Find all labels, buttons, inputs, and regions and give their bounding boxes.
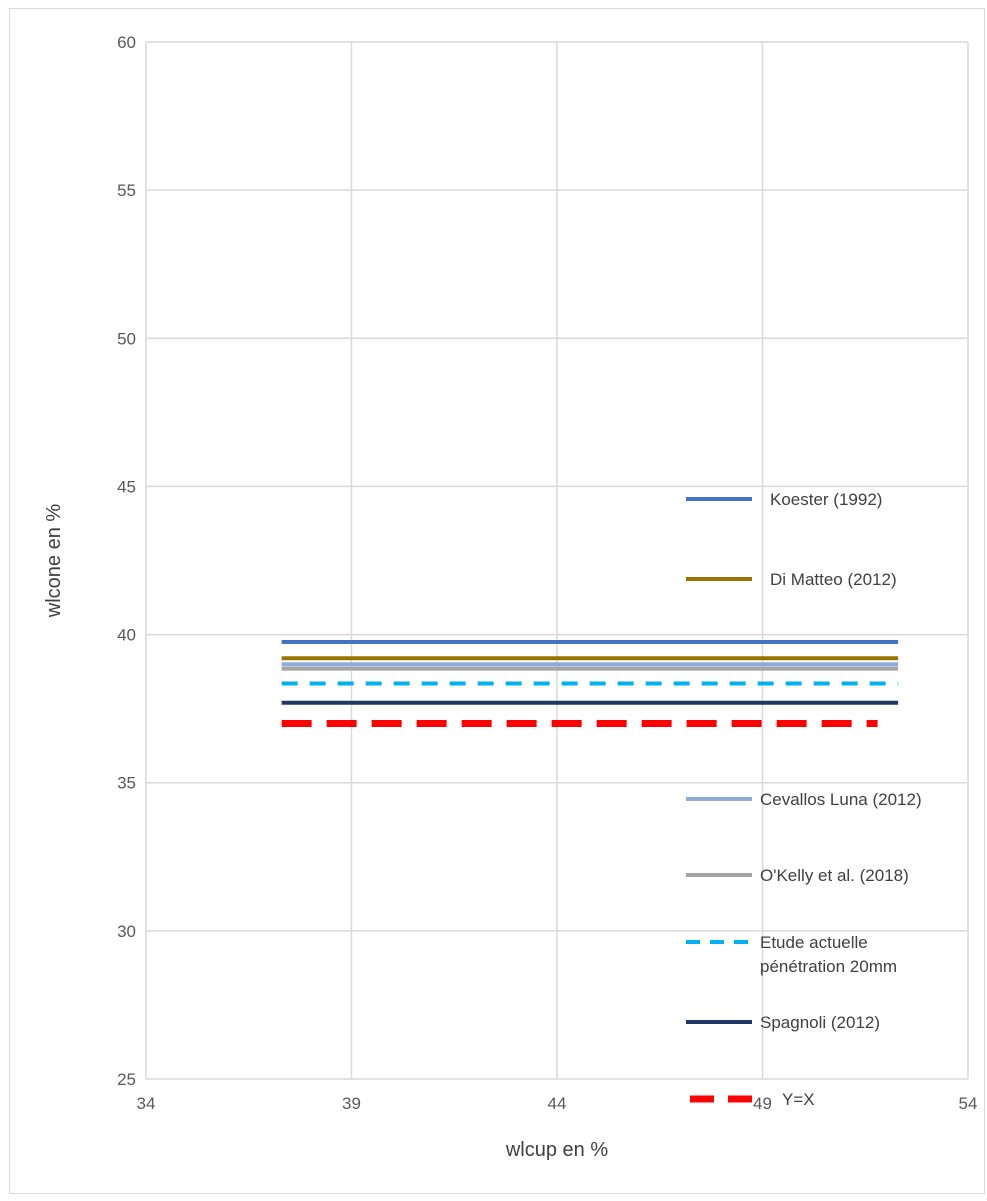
legend-label: Koester (1992) (770, 490, 882, 509)
legend-label: Spagnoli (2012) (760, 1013, 880, 1032)
x-tick-label: 54 (959, 1094, 978, 1113)
y-tick-label: 40 (117, 626, 136, 645)
legend-label: Etude actuelle (760, 933, 868, 952)
x-tick-label: 39 (342, 1094, 361, 1113)
y-tick-label: 35 (117, 774, 136, 793)
legend-label: O'Kelly et al. (2018) (760, 866, 909, 885)
y-tick-label: 30 (117, 922, 136, 941)
y-tick-label: 50 (117, 329, 136, 348)
y-tick-label: 25 (117, 1070, 136, 1089)
y-tick-label: 60 (117, 33, 136, 52)
line-chart: 25 30 35 40 45 50 55 60 34 39 44 49 54 Koester (1992… (43, 33, 977, 1161)
series-lines (281, 639, 899, 727)
x-tick-label: 49 (753, 1094, 772, 1113)
legend: Koester (1992) Di Matteo (2012) Cevallos L… (686, 490, 922, 1109)
chart-frame: 25 30 35 40 45 50 55 60 34 39 44 49 54 Koester (1992… (9, 8, 985, 1194)
legend-label: Di Matteo (2012) (770, 570, 897, 589)
y-tick-label: 55 (117, 181, 136, 200)
legend-label: pénétration 20mm (760, 957, 897, 976)
gridlines (145, 41, 969, 1080)
legend-label: Cevallos Luna (2012) (760, 790, 922, 809)
x-tick-label: 44 (548, 1094, 567, 1113)
tick-labels: 25 30 35 40 45 50 55 60 34 39 44 49 54 (117, 33, 977, 1113)
y-axis-title: wlcone en % (43, 504, 65, 619)
y-tick-label: 45 (117, 477, 136, 496)
x-tick-label: 34 (137, 1094, 156, 1113)
legend-label: Y=X (782, 1090, 815, 1109)
x-axis-title: wlcup en % (505, 1139, 608, 1161)
